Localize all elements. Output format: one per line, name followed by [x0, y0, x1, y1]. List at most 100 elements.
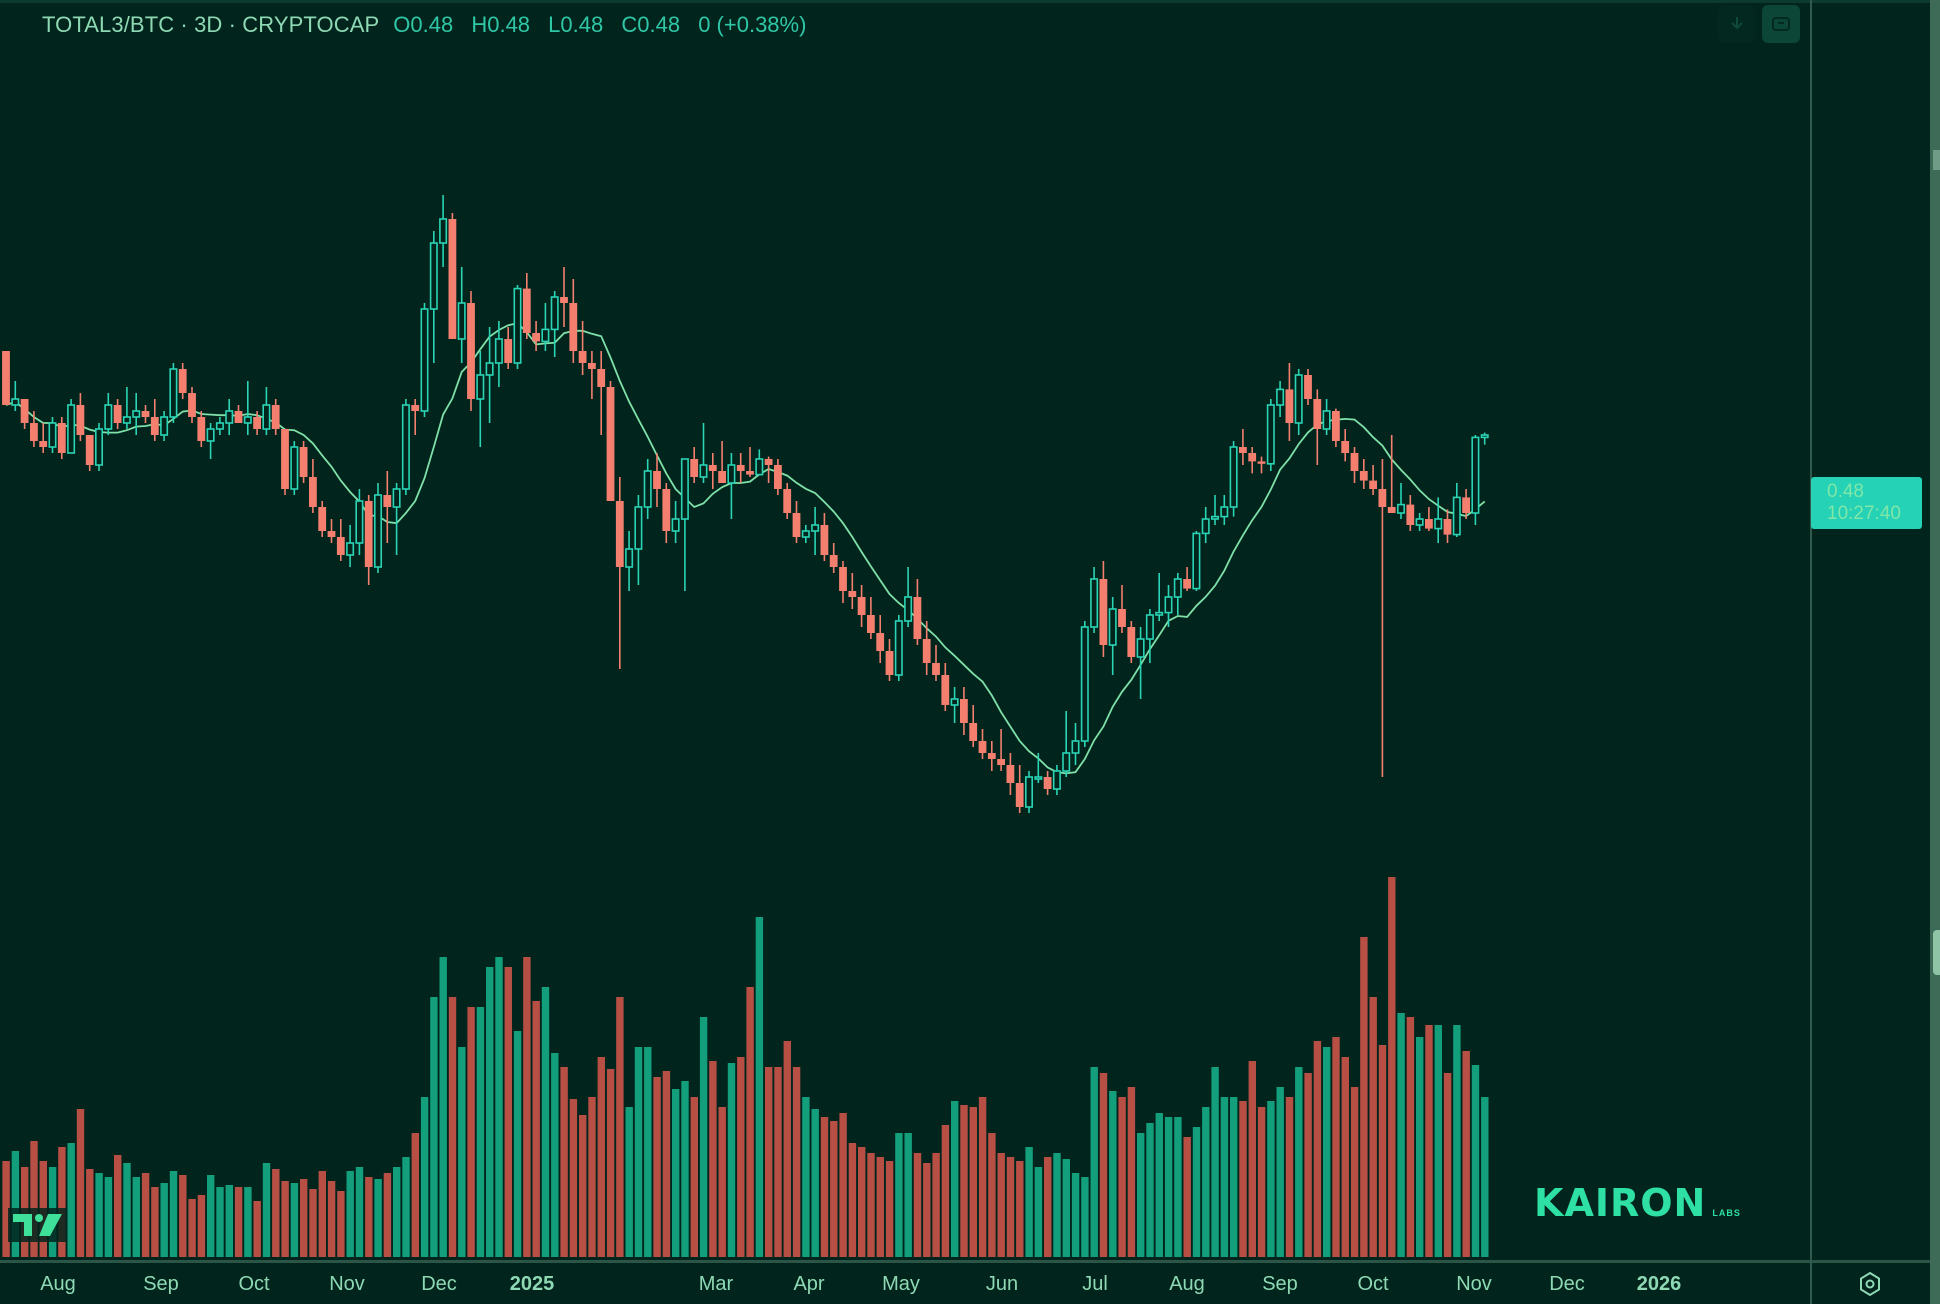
volume-bar [309, 1189, 317, 1257]
volume-bar [1350, 1087, 1359, 1257]
volume-bar [1071, 1173, 1080, 1257]
scrollbar[interactable] [1930, 0, 1940, 1304]
download-button[interactable] [1718, 5, 1756, 43]
volume-bar [234, 1187, 243, 1257]
volume-bar [765, 1067, 773, 1257]
volume-bar [374, 1179, 382, 1257]
candle-body-up [1164, 596, 1173, 614]
candle-body-up [950, 698, 959, 706]
time-tick: Nov [1456, 1273, 1492, 1295]
candle-body-down [569, 303, 578, 351]
candle-body-down [253, 417, 261, 429]
bar-countdown: 10:27:40 [1827, 503, 1901, 524]
volume-bar [653, 1077, 661, 1257]
price-scale[interactable] [1810, 0, 1932, 1260]
symbol-title[interactable]: TOTAL3/BTC · 3D · CRYPTOCAP [42, 12, 380, 37]
volume-bar [1062, 1159, 1070, 1257]
candle-body-down [1350, 453, 1359, 471]
volume-bar [513, 1031, 522, 1257]
volume-bar [76, 1109, 85, 1257]
scrollbar-handle[interactable] [1933, 930, 1940, 975]
volume-bar [290, 1183, 299, 1257]
time-tick: Apr [793, 1273, 825, 1295]
volume-bar [1081, 1177, 1089, 1257]
volume-bar [1090, 1067, 1098, 1257]
candle-body-up [1397, 503, 1406, 514]
candle-body-up [643, 470, 652, 508]
volume-bar [1397, 1013, 1405, 1257]
candle-body-up [429, 242, 438, 310]
candle-body-up [401, 404, 410, 490]
volume-bar [1016, 1161, 1024, 1257]
candle-body-up [811, 524, 820, 532]
volume-bar [11, 1151, 20, 1257]
time-tick: Aug [40, 1273, 76, 1295]
candle-body-down [1118, 609, 1126, 627]
candle-body-down [978, 741, 987, 753]
candle-body-up [346, 542, 355, 556]
candle-body-down [578, 351, 587, 363]
time-tick: Dec [1549, 1273, 1585, 1295]
candle-body-down [39, 441, 48, 447]
candle-body-up [439, 218, 448, 244]
volume-bar [346, 1171, 354, 1257]
candle-body-down [885, 651, 894, 675]
candle-body-down [1006, 765, 1015, 783]
volume-bar [430, 997, 438, 1257]
candle-body-down [1378, 489, 1387, 507]
candle-body-up [541, 328, 550, 343]
volume-bar [579, 1115, 587, 1257]
tradingview-logo[interactable] [8, 1208, 66, 1242]
volume-bar [160, 1183, 168, 1257]
watermark-name: KAIRON [1534, 1181, 1707, 1225]
volume-bar [1481, 1097, 1489, 1257]
volume-bar [300, 1179, 308, 1257]
candle-body-up [392, 488, 401, 508]
screenshot-button[interactable] [1762, 5, 1800, 43]
settings-hexagon-icon [1860, 1271, 1880, 1297]
volume-bar [532, 1001, 540, 1257]
time-tick: Aug [1169, 1273, 1205, 1295]
candle-body-down [1443, 519, 1452, 535]
volume-bar [504, 967, 512, 1257]
volume-bar [1443, 1073, 1452, 1257]
scrollbar-thumb[interactable] [1933, 150, 1940, 170]
volume-bar [1369, 997, 1377, 1257]
time-tick: Dec [421, 1273, 457, 1295]
candle-body-down [1239, 447, 1247, 453]
candle-body-down [997, 759, 1005, 765]
volume-bar [560, 1067, 568, 1257]
volume-bar [951, 1101, 959, 1257]
candle-body-up [225, 410, 234, 424]
candle-body-down [336, 537, 345, 555]
chart-settings-button[interactable] [1856, 1270, 1884, 1298]
volume-bar [495, 957, 503, 1257]
candle-body-down [783, 489, 792, 513]
volume-bar [448, 997, 457, 1257]
candle-body-up [1062, 752, 1071, 772]
time-axis[interactable]: Aug Sep Oct Nov Dec 2025 Mar Apr May Jun Jul Aug Sep… [0, 1260, 1930, 1304]
candle-body-down [867, 615, 875, 633]
volume-bar [458, 1047, 466, 1257]
volume-bar [1164, 1117, 1173, 1257]
candle-body-down [1341, 441, 1350, 453]
volume-bar [1285, 1097, 1294, 1257]
volume-bar [1304, 1073, 1312, 1257]
candle-body-down [653, 471, 661, 489]
candlestick-chart[interactable] [0, 0, 1810, 1260]
candle-body-down [197, 417, 206, 441]
volume-bar [253, 1201, 261, 1257]
price-chart-pane[interactable] [0, 0, 1810, 1260]
candle-body-down [1387, 507, 1396, 513]
candle-body-up [215, 422, 224, 430]
volume-bar [207, 1175, 215, 1257]
candle-body-up [550, 296, 559, 331]
candle-body-up [1276, 388, 1285, 406]
candle-body-down [1359, 471, 1368, 481]
kairon-watermark: KAIRON LABS [1534, 1184, 1741, 1222]
candle-body-down [281, 429, 289, 489]
candle-body-down [383, 495, 392, 507]
volume-bar [1471, 1065, 1480, 1257]
volume-bar [1025, 1147, 1033, 1257]
volume-bar [820, 1117, 829, 1257]
